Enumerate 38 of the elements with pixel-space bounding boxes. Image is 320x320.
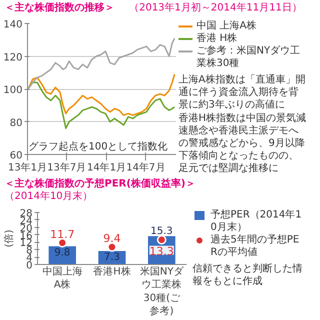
data-label: 11.7 — [50, 228, 75, 241]
data-label: 7.3 — [104, 252, 120, 263]
legend-label: 香港 H株 — [196, 32, 238, 44]
line-series — [28, 74, 176, 116]
x-tick-label: 香港H株 — [93, 266, 131, 278]
text: 信頼できると判断した情報をもとに作成 — [192, 262, 302, 287]
chart-title: ＜主な株価指数の予想PER(株価収益率)＞ — [4, 178, 196, 190]
x-tick-label: 中国上海A株 — [42, 266, 82, 291]
annotation: グラフ起点を100として指数化 — [28, 140, 168, 152]
legend-label: 中国 上海A株 — [196, 20, 257, 32]
data-label: 15.3 — [150, 226, 173, 238]
legend-label: 過去5年間の予想PERの平均値 — [210, 234, 300, 258]
data-label: 13.3 — [149, 244, 174, 258]
y-tick-label: 0 — [26, 260, 33, 272]
point — [156, 235, 166, 245]
point — [58, 238, 68, 248]
x-tick-label: 米国NYダウ工業株30種(ご参考) — [140, 266, 184, 318]
text: 香港H株指数は中国の景気減速懸念や香港民主派デモへの警戒感などから、9月以降下落傾向となったものの、足元では堅調な推移に — [178, 112, 306, 174]
line-series — [28, 37, 176, 90]
y-tick-label: 140 — [3, 20, 23, 30]
point — [107, 242, 117, 252]
y-tick-label: 80 — [10, 118, 23, 129]
x-tick-label: 14年7月 — [126, 162, 166, 174]
chart-title: ＜主な株価指数の推移＞ — [4, 2, 114, 14]
y-tick-label: 120 — [3, 52, 23, 64]
legend-label: ご参考：米国NYダウ工業株30種 — [196, 44, 300, 69]
x-tick-label: 14年1月 — [87, 162, 126, 174]
y-axis-title: (倍) — [2, 230, 15, 248]
text: 上海A株指数は「直通車」開通に伴う資金流入期待を背景に約3年ぶりの高値に — [178, 74, 306, 110]
x-tick-label: 13年7月 — [47, 162, 86, 174]
data-label: 9.4 — [103, 232, 121, 246]
legend-label: 予想PER（2014年10月末） — [210, 208, 302, 233]
chart-subtitle: （2014年10月末） — [4, 190, 93, 202]
y-tick-label: 100 — [3, 85, 23, 96]
text: （2013年1月初～2014年11月11日） — [129, 2, 302, 14]
x-tick-label: 13年1月 — [8, 162, 48, 174]
y-tick-label: 60 — [10, 150, 23, 162]
data-label: 9.8 — [54, 247, 70, 258]
